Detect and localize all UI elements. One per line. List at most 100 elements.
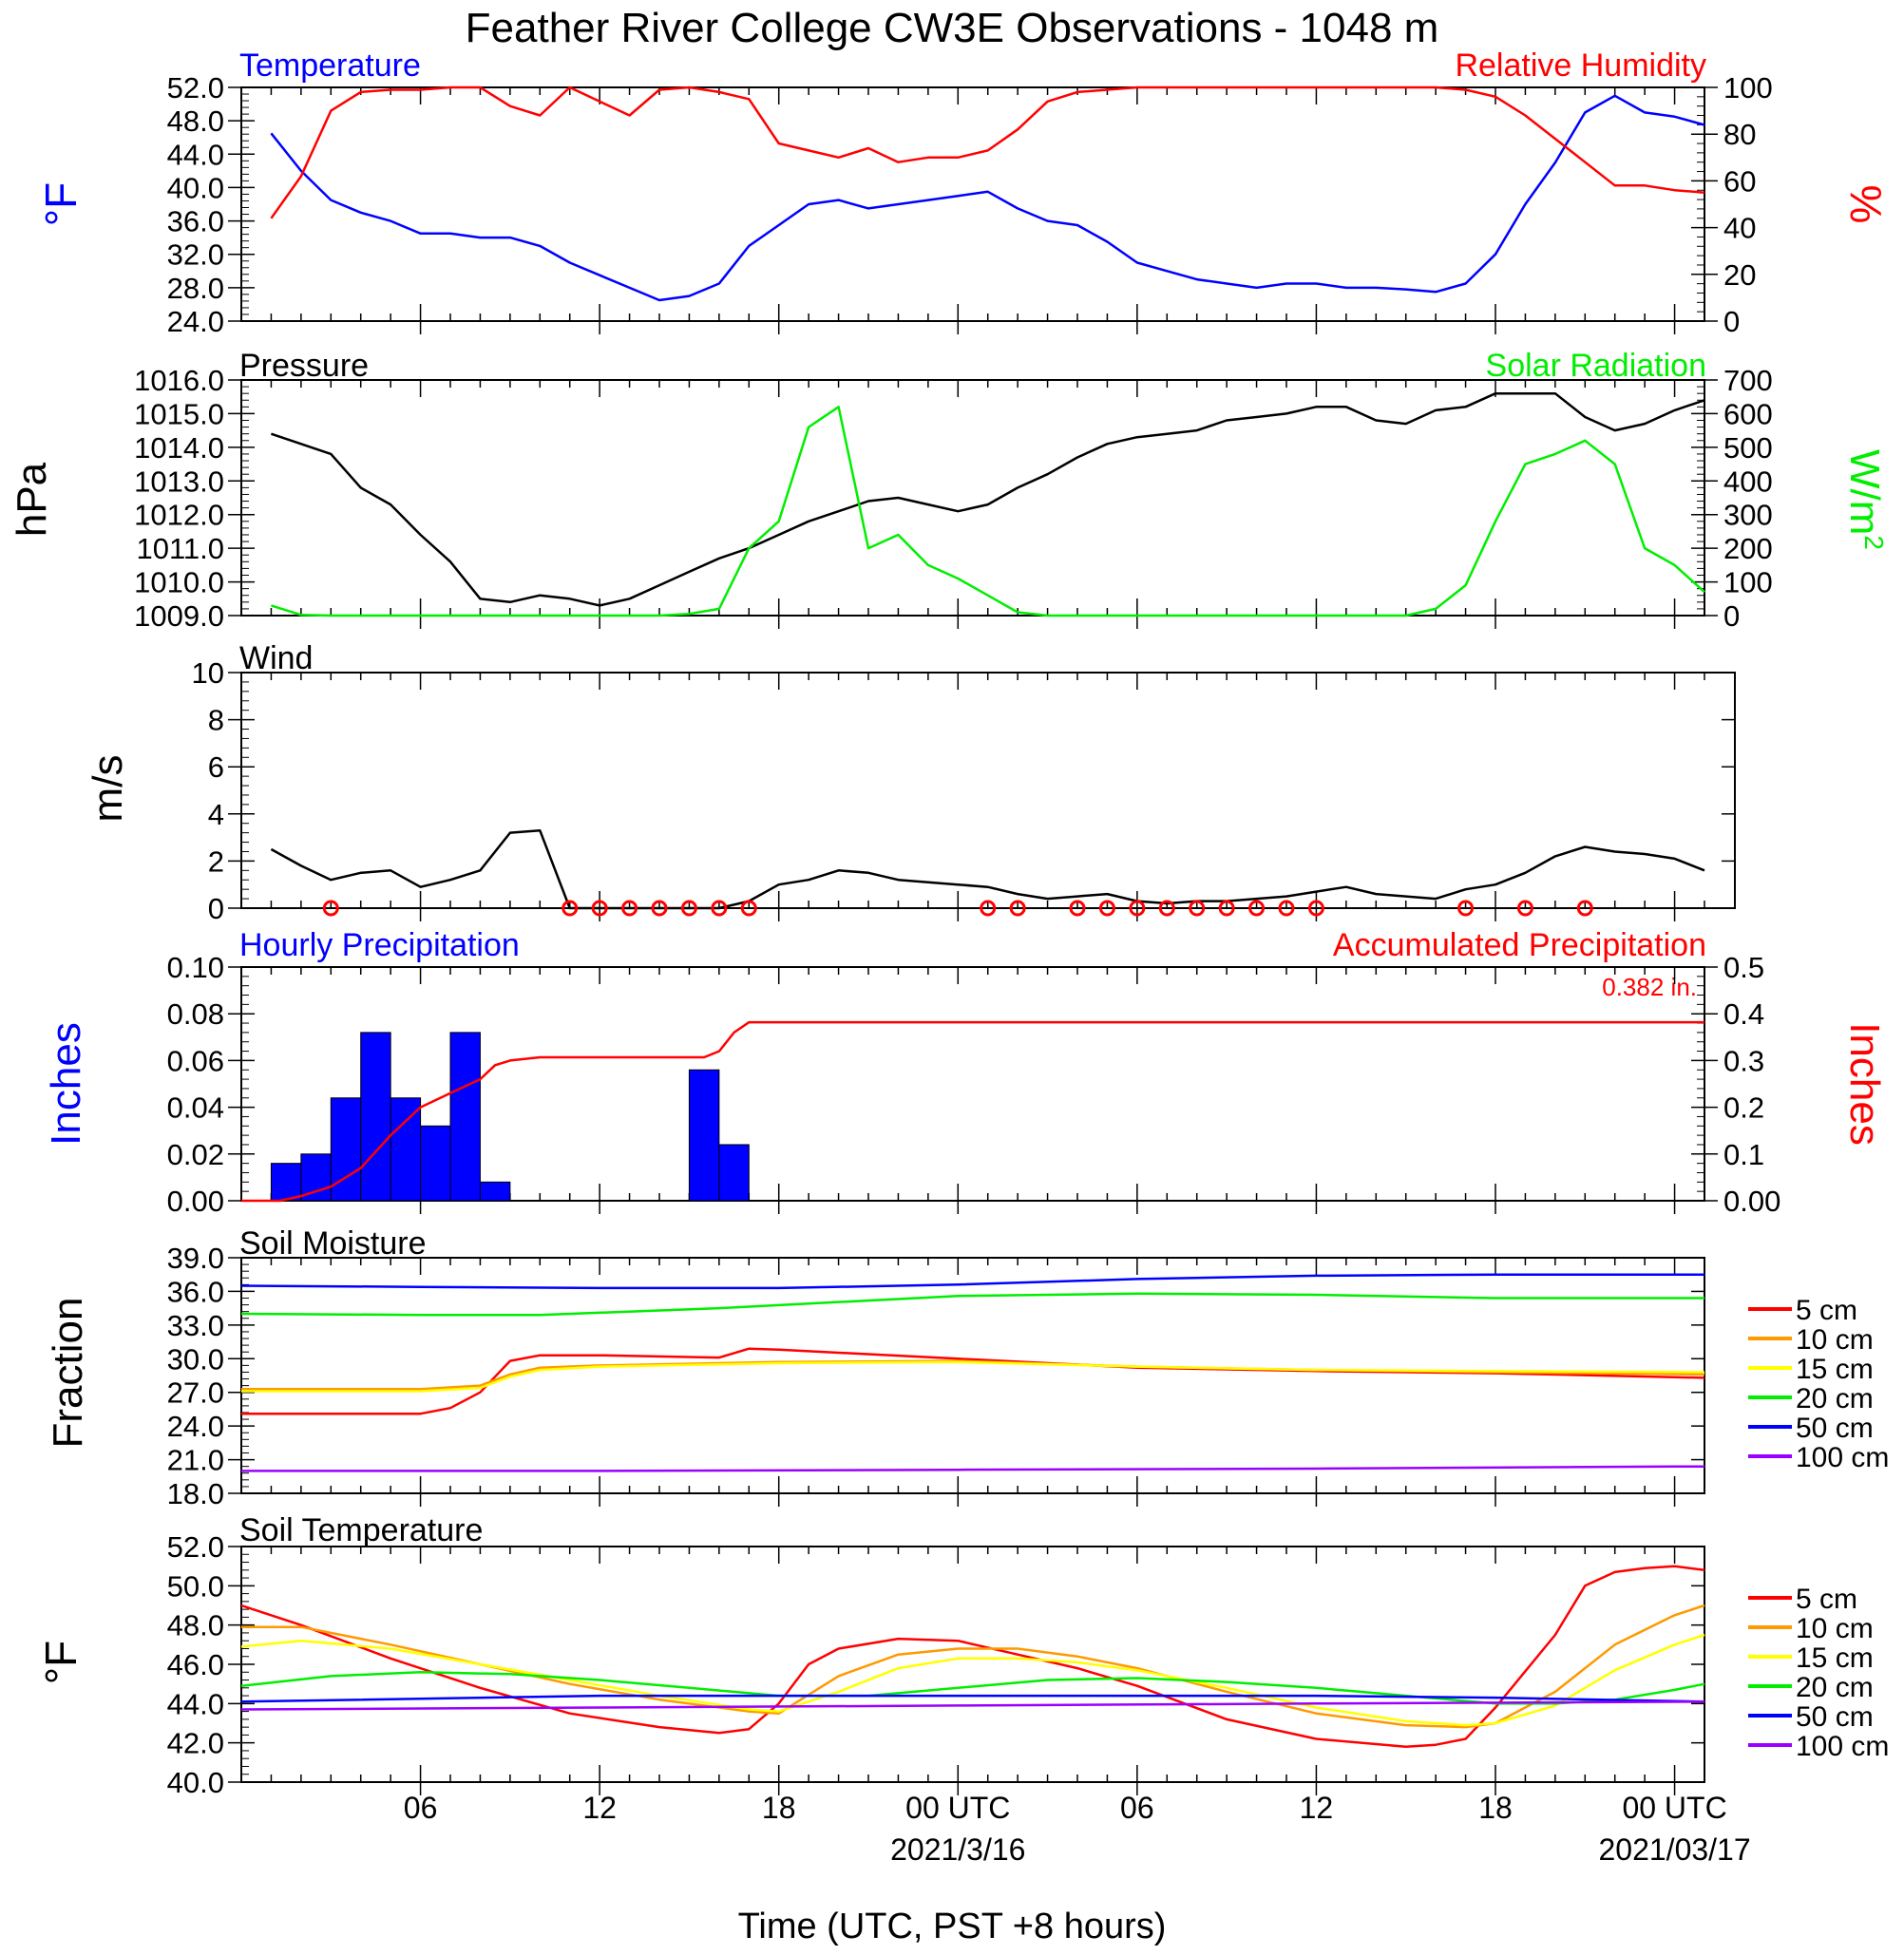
relative-humidity-series bbox=[270, 85, 1705, 219]
humidity-axis-title: % bbox=[1841, 185, 1891, 224]
legend-label: 20 cm bbox=[1796, 1383, 1874, 1414]
svg-text:Inches: Inches bbox=[43, 1022, 89, 1146]
y-tick-label: 46.0 bbox=[167, 1648, 224, 1681]
accumulated-precipitation-series bbox=[241, 1020, 1704, 1203]
precip-bar bbox=[300, 1153, 332, 1202]
y-tick-label: 42.0 bbox=[167, 1727, 224, 1760]
right-y-tick-label: 100 bbox=[1723, 71, 1773, 104]
calm-wind-marker bbox=[621, 900, 638, 917]
right-y-tick-label: 80 bbox=[1723, 118, 1756, 151]
legend-label: 10 cm bbox=[1796, 1613, 1874, 1644]
x-tick-label: 12 bbox=[582, 1791, 617, 1825]
y-tick-label: 1011.0 bbox=[136, 532, 224, 565]
calm-wind-marker bbox=[1009, 900, 1026, 917]
y-tick-label: 40.0 bbox=[167, 171, 224, 204]
right-y-tick-label: 700 bbox=[1723, 364, 1773, 397]
y-tick-label: 8 bbox=[208, 704, 224, 737]
solar-axis-title: W/m2 bbox=[1841, 449, 1890, 550]
hourly-precip-axis-title: Inches bbox=[43, 1022, 89, 1146]
calm-wind-marker bbox=[1098, 900, 1115, 917]
calm-wind-marker bbox=[562, 900, 579, 917]
calm-wind-marker bbox=[1069, 900, 1086, 917]
y-tick-label: 0.10 bbox=[167, 951, 224, 984]
precipitation-panel: Hourly Precipitation Accumulated Precipi… bbox=[43, 927, 1888, 1218]
y-tick-label: 33.0 bbox=[167, 1309, 224, 1342]
svg-text:°F: °F bbox=[36, 182, 86, 227]
y-tick-label: 1009.0 bbox=[134, 599, 224, 633]
y-tick-label: 1014.0 bbox=[134, 431, 224, 465]
plot-frame bbox=[240, 86, 1705, 322]
right-y-tick-label: 400 bbox=[1723, 465, 1773, 498]
100-cm-series bbox=[240, 1700, 1705, 1711]
soil-moisture-label: Soil Moisture bbox=[239, 1225, 427, 1262]
legend-label: 5 cm bbox=[1796, 1584, 1857, 1615]
precip-bar bbox=[390, 1097, 422, 1202]
y-tick-label: 48.0 bbox=[167, 104, 224, 138]
y-tick-label: 1015.0 bbox=[134, 397, 224, 430]
precip-bar bbox=[270, 1163, 302, 1202]
pressure-axis-title: hPa bbox=[9, 462, 55, 537]
x-tick-label: 00 UTC bbox=[905, 1791, 1010, 1825]
y-tick-label: 24.0 bbox=[167, 1410, 224, 1443]
y-tick-label: 21.0 bbox=[167, 1444, 224, 1477]
y-tick-label: 18.0 bbox=[167, 1477, 224, 1510]
y-tick-label: 0 bbox=[208, 892, 224, 925]
y-tick-label: 52.0 bbox=[167, 71, 224, 104]
temperature-series bbox=[270, 94, 1705, 302]
svg-text:hPa: hPa bbox=[9, 462, 55, 537]
50-cm-series bbox=[240, 1694, 1705, 1703]
calm-wind-marker bbox=[591, 900, 608, 917]
y-tick-label: 1012.0 bbox=[134, 499, 224, 532]
precip-bar bbox=[420, 1125, 451, 1202]
right-y-tick-label: 40 bbox=[1723, 212, 1756, 245]
y-tick-label: 1016.0 bbox=[134, 364, 224, 397]
precip-bar bbox=[449, 1032, 481, 1202]
y-tick-label: 36.0 bbox=[167, 1275, 224, 1308]
plot-frame bbox=[240, 966, 1705, 1202]
y-tick-label: 0.04 bbox=[167, 1091, 224, 1125]
soil-moisture-panel: Soil Moisture Fraction 39.036.033.030.02… bbox=[45, 1225, 1705, 1510]
calm-wind-marker bbox=[1457, 900, 1475, 917]
precip-bar bbox=[718, 1144, 750, 1202]
precip-bar bbox=[479, 1181, 511, 1202]
date-label: 2021/3/16 bbox=[890, 1832, 1025, 1867]
x-tick-label: 06 bbox=[1120, 1791, 1154, 1825]
calm-wind-marker bbox=[740, 900, 757, 917]
precip-bar bbox=[360, 1032, 391, 1202]
y-tick-label: 32.0 bbox=[167, 238, 224, 272]
temperature-axis-title: °F bbox=[36, 182, 86, 227]
y-tick-label: 0.02 bbox=[167, 1138, 224, 1171]
temperature-label: Temperature bbox=[239, 47, 421, 84]
y-tick-label: 6 bbox=[208, 750, 224, 784]
humidity-label: Relative Humidity bbox=[1455, 47, 1706, 84]
y-tick-label: 48.0 bbox=[167, 1609, 224, 1642]
calm-wind-marker bbox=[711, 900, 728, 917]
temperature-humidity-panel: Temperature Relative Humidity °F % 52.04… bbox=[36, 47, 1891, 338]
20-cm-series bbox=[240, 1292, 1704, 1317]
right-y-tick-label: 60 bbox=[1723, 164, 1756, 198]
accumulated-precip-label: Accumulated Precipitation bbox=[1333, 927, 1706, 963]
y-tick-label: 30.0 bbox=[167, 1342, 224, 1376]
calm-wind-marker bbox=[1158, 900, 1175, 917]
right-y-tick-label: 0.00 bbox=[1723, 1185, 1780, 1218]
10-cm-series bbox=[241, 1604, 1705, 1729]
y-tick-label: 28.0 bbox=[167, 272, 224, 305]
calm-wind-marker bbox=[322, 900, 339, 917]
right-y-tick-label: 200 bbox=[1723, 532, 1773, 565]
soil-temperature-panel: Soil Temperature °F 52.0 50.0 48.0 46.0 44.0… bbox=[36, 1512, 1705, 1799]
right-y-tick-label: 300 bbox=[1723, 499, 1773, 532]
right-y-tick-label: 0.3 bbox=[1723, 1044, 1764, 1077]
figure-title: Feather River College CW3E Observations … bbox=[466, 5, 1439, 51]
y-tick-label: 0.06 bbox=[167, 1044, 224, 1077]
x-tick-label: 00 UTC bbox=[1622, 1791, 1726, 1825]
legend-label: 100 cm bbox=[1796, 1442, 1889, 1473]
right-y-tick-label: 100 bbox=[1723, 566, 1773, 599]
y-tick-label: 44.0 bbox=[167, 138, 224, 171]
right-y-tick-label: 0.2 bbox=[1723, 1091, 1764, 1125]
right-y-tick-label: 600 bbox=[1723, 397, 1773, 430]
50-cm-series bbox=[240, 1273, 1704, 1290]
calm-wind-marker bbox=[1278, 900, 1295, 917]
calm-wind-marker bbox=[1189, 900, 1206, 917]
